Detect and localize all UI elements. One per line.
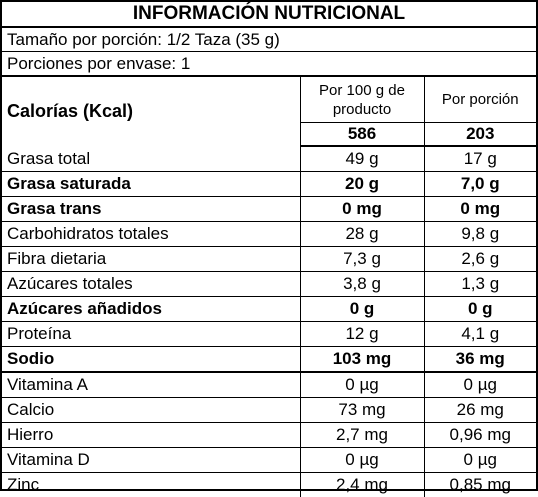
servings-per-container: Porciones por envase: 1 bbox=[2, 52, 536, 77]
vitamin-name: Vitamina A bbox=[2, 372, 300, 398]
table-header-row: Calorías (Kcal) Por 100 g de producto Po… bbox=[2, 77, 536, 123]
nutrient-row: Azúcares añadidos 0 g 0 g bbox=[2, 297, 536, 322]
vitamin-row: Zinc 2,4 mg 0,85 mg bbox=[2, 473, 536, 497]
calories-label: Calorías (Kcal) bbox=[2, 77, 300, 146]
nutrient-per-serving: 36 mg bbox=[424, 347, 536, 373]
nutrient-per-100g: 28 g bbox=[300, 222, 424, 247]
vitamin-per-serving: 0,96 mg bbox=[424, 423, 536, 448]
nutrient-row: Grasa trans 0 mg 0 mg bbox=[2, 197, 536, 222]
nutrient-name: Azúcares añadidos bbox=[2, 297, 300, 322]
nutrient-per-100g: 49 g bbox=[300, 146, 424, 172]
calories-per-100g: 586 bbox=[300, 123, 424, 147]
nutrient-name: Azúcares totales bbox=[2, 272, 300, 297]
vitamin-name: Zinc bbox=[2, 473, 300, 497]
nutrient-per-100g: 12 g bbox=[300, 322, 424, 347]
nutrient-row: Azúcares totales 3,8 g 1,3 g bbox=[2, 272, 536, 297]
vitamin-per-100g: 73 mg bbox=[300, 398, 424, 423]
nutrient-per-serving: 0 mg bbox=[424, 197, 536, 222]
vitamin-per-serving: 0 µg bbox=[424, 448, 536, 473]
nutrient-name: Fibra dietaria bbox=[2, 247, 300, 272]
nutrient-row: Grasa total 49 g 17 g bbox=[2, 146, 536, 172]
vitamin-per-100g: 0 µg bbox=[300, 372, 424, 398]
nutrient-name: Grasa trans bbox=[2, 197, 300, 222]
nutrient-name: Grasa total bbox=[2, 146, 300, 172]
calories-per-serving: 203 bbox=[424, 123, 536, 147]
nutrient-per-100g: 0 g bbox=[300, 297, 424, 322]
vitamin-row: Vitamina A 0 µg 0 µg bbox=[2, 372, 536, 398]
nutrient-per-serving: 4,1 g bbox=[424, 322, 536, 347]
vitamin-per-serving: 0,85 mg bbox=[424, 473, 536, 497]
vitamin-row: Vitamina D 0 µg 0 µg bbox=[2, 448, 536, 473]
vitamin-name: Hierro bbox=[2, 423, 300, 448]
nutrient-name: Sodio bbox=[2, 347, 300, 373]
vitamin-name: Vitamina D bbox=[2, 448, 300, 473]
nutrient-per-100g: 103 mg bbox=[300, 347, 424, 373]
serving-size: Tamaño por porción: 1/2 Taza (35 g) bbox=[2, 28, 536, 52]
nutrient-name: Proteína bbox=[2, 322, 300, 347]
vitamin-per-100g: 2,4 mg bbox=[300, 473, 424, 497]
vitamin-per-serving: 26 mg bbox=[424, 398, 536, 423]
column-header-per-100g: Por 100 g de producto bbox=[300, 77, 424, 123]
nutrient-row: Proteína 12 g 4,1 g bbox=[2, 322, 536, 347]
nutrient-per-100g: 3,8 g bbox=[300, 272, 424, 297]
nutrient-per-serving: 17 g bbox=[424, 146, 536, 172]
nutrient-per-serving: 7,0 g bbox=[424, 172, 536, 197]
vitamin-per-serving: 0 µg bbox=[424, 372, 536, 398]
nutrient-row: Fibra dietaria 7,3 g 2,6 g bbox=[2, 247, 536, 272]
vitamin-name: Calcio bbox=[2, 398, 300, 423]
nutrient-per-100g: 7,3 g bbox=[300, 247, 424, 272]
nutrient-name: Grasa saturada bbox=[2, 172, 300, 197]
label-title: INFORMACIÓN NUTRICIONAL bbox=[2, 2, 536, 28]
nutrient-per-100g: 0 mg bbox=[300, 197, 424, 222]
nutrient-per-serving: 1,3 g bbox=[424, 272, 536, 297]
nutrient-per-serving: 2,6 g bbox=[424, 247, 536, 272]
nutrient-row: Sodio 103 mg 36 mg bbox=[2, 347, 536, 373]
vitamin-per-100g: 0 µg bbox=[300, 448, 424, 473]
vitamin-per-100g: 2,7 mg bbox=[300, 423, 424, 448]
nutrient-row: Carbohidratos totales 28 g 9,8 g bbox=[2, 222, 536, 247]
vitamin-row: Calcio 73 mg 26 mg bbox=[2, 398, 536, 423]
nutrient-per-100g: 20 g bbox=[300, 172, 424, 197]
column-header-per-serving: Por porción bbox=[424, 77, 536, 123]
nutrient-row: Grasa saturada 20 g 7,0 g bbox=[2, 172, 536, 197]
nutrient-per-serving: 9,8 g bbox=[424, 222, 536, 247]
nutrient-per-serving: 0 g bbox=[424, 297, 536, 322]
nutrient-name: Carbohidratos totales bbox=[2, 222, 300, 247]
nutrition-table: Calorías (Kcal) Por 100 g de producto Po… bbox=[2, 77, 536, 497]
vitamin-row: Hierro 2,7 mg 0,96 mg bbox=[2, 423, 536, 448]
